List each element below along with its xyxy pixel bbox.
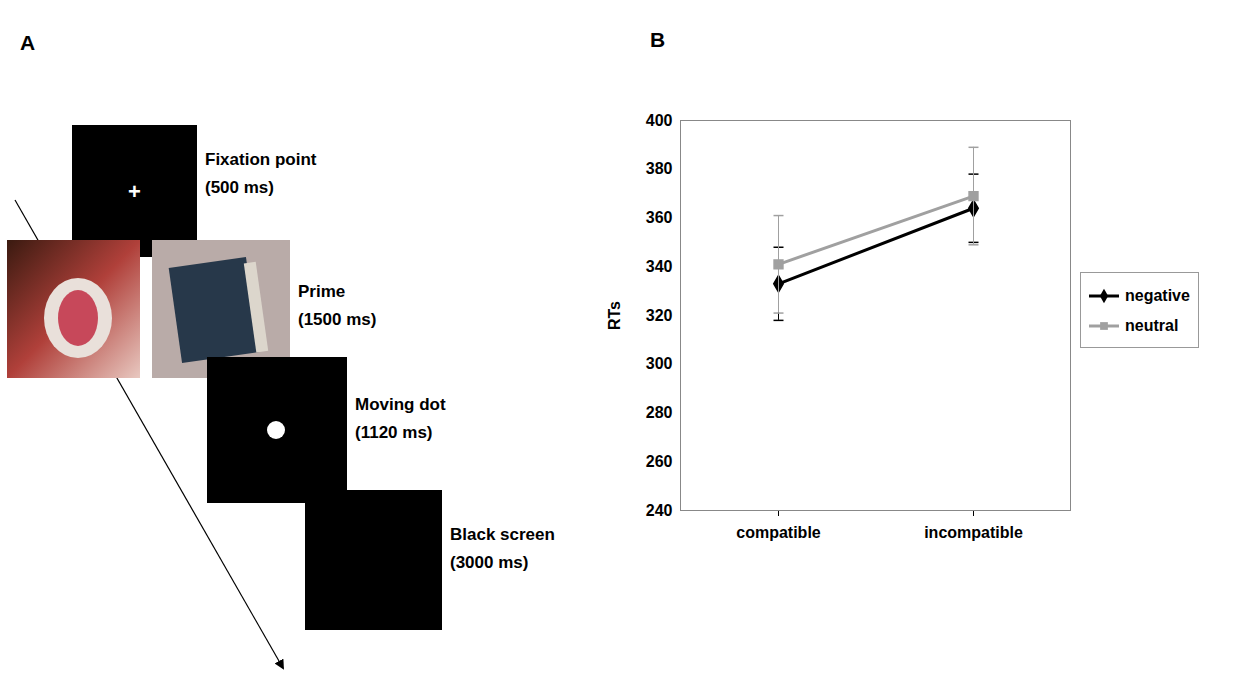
- html-text:negative: negative: [1125, 287, 1190, 304]
- svg-text:RTs: RTs: [606, 301, 623, 330]
- svg-text:360: 360: [646, 209, 673, 226]
- html-text:neutral: neutral: [1125, 317, 1179, 334]
- svg-text:260: 260: [646, 453, 673, 470]
- svg-text:incompatible: incompatible: [924, 524, 1023, 541]
- svg-text:+: +: [128, 179, 141, 204]
- svg-text:(3000 ms): (3000 ms): [450, 553, 528, 572]
- svg-text:Moving dot: Moving dot: [355, 395, 446, 414]
- svg-text:340: 340: [646, 258, 673, 275]
- svg-text:Prime: Prime: [298, 282, 345, 301]
- svg-text:380: 380: [646, 160, 673, 177]
- html-text:B: B: [650, 28, 666, 51]
- svg-text:320: 320: [646, 307, 673, 324]
- svg-text:240: 240: [646, 502, 673, 519]
- svg-text:(500 ms): (500 ms): [205, 178, 274, 197]
- svg-text:(1500 ms): (1500 ms): [298, 310, 376, 329]
- svg-text:(1120 ms): (1120 ms): [355, 423, 433, 442]
- svg-text:400: 400: [646, 112, 673, 129]
- svg-text:compatible: compatible: [736, 524, 821, 541]
- svg-text:Fixation point: Fixation point: [205, 150, 317, 169]
- svg-text:A: A: [20, 31, 35, 54]
- svg-text:Black screen: Black screen: [450, 525, 555, 544]
- svg-text:280: 280: [646, 404, 673, 421]
- svg-text:300: 300: [646, 355, 673, 372]
